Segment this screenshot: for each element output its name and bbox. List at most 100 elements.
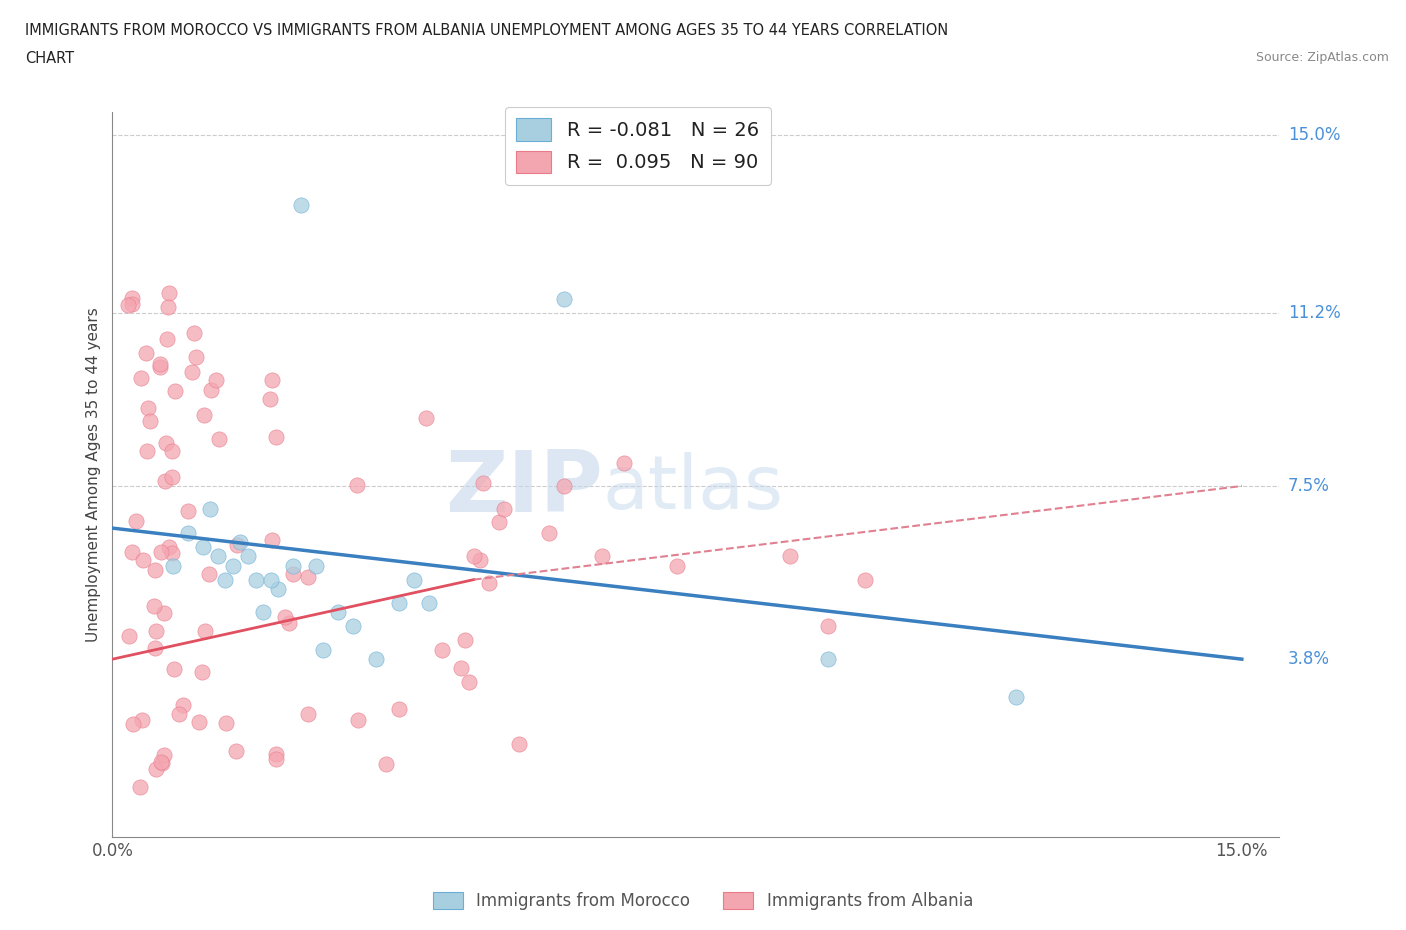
Text: atlas: atlas [603, 452, 783, 525]
Point [160, 546, 183, 561]
Point [508, 737, 530, 752]
Point [364, 652, 387, 667]
Point [194, 624, 217, 639]
Point [160, 470, 183, 485]
Text: 11.2%: 11.2% [1288, 304, 1340, 322]
Point [274, 609, 297, 624]
Point [374, 756, 396, 771]
Point [214, 572, 236, 587]
Point [145, 563, 167, 578]
Point [121, 291, 143, 306]
Point [229, 535, 252, 550]
Point [312, 643, 335, 658]
Point [145, 624, 167, 639]
Point [418, 595, 440, 610]
Legend: Immigrants from Morocco, Immigrants from Albania: Immigrants from Morocco, Immigrants from… [426, 885, 980, 917]
Point [125, 514, 148, 529]
Point [281, 566, 304, 581]
Point [226, 538, 249, 552]
Point [191, 539, 214, 554]
Point [165, 384, 187, 399]
Point [342, 619, 364, 634]
Point [136, 444, 159, 458]
Text: 7.5%: 7.5% [1288, 477, 1330, 495]
Legend: R = -0.081   N = 26, R =  0.095   N = 90: R = -0.081 N = 26, R = 0.095 N = 90 [505, 107, 770, 185]
Point [177, 504, 200, 519]
Point [260, 373, 283, 388]
Point [155, 435, 177, 450]
Point [162, 558, 184, 573]
Point [591, 549, 613, 564]
Point [163, 662, 186, 677]
Text: ZIP: ZIP [444, 447, 603, 530]
Point [193, 408, 215, 423]
Text: Source: ZipAtlas.com: Source: ZipAtlas.com [1256, 51, 1389, 64]
Point [131, 371, 153, 386]
Point [305, 558, 328, 573]
Point [132, 552, 155, 567]
Point [430, 643, 453, 658]
Point [779, 549, 801, 564]
Point [264, 429, 287, 444]
Point [817, 619, 839, 634]
Point [266, 751, 288, 766]
Point [162, 444, 184, 458]
Point [208, 432, 231, 446]
Point [245, 572, 267, 587]
Point [139, 414, 162, 429]
Point [225, 744, 247, 759]
Point [122, 717, 145, 732]
Point [207, 549, 229, 564]
Text: 15.0%: 15.0% [1288, 126, 1340, 144]
Text: IMMIGRANTS FROM MOROCCO VS IMMIGRANTS FROM ALBANIA UNEMPLOYMENT AMONG AGES 35 TO: IMMIGRANTS FROM MOROCCO VS IMMIGRANTS FR… [25, 23, 949, 38]
Point [252, 604, 274, 619]
Point [472, 476, 495, 491]
Point [283, 558, 305, 573]
Point [853, 572, 876, 587]
Point [167, 707, 190, 722]
Point [156, 332, 179, 347]
Point [150, 755, 173, 770]
Point [346, 478, 368, 493]
Point [553, 479, 575, 494]
Point [145, 762, 167, 777]
Point [149, 356, 172, 371]
Point [488, 515, 510, 530]
Point [450, 660, 472, 675]
Point [188, 714, 211, 729]
Point [142, 599, 165, 614]
Point [149, 544, 172, 559]
Point [415, 411, 437, 426]
Point [259, 392, 281, 406]
Point [457, 674, 479, 689]
Point [277, 616, 299, 631]
Point [157, 286, 180, 301]
Point [153, 747, 176, 762]
Text: CHART: CHART [25, 51, 75, 66]
Point [553, 291, 575, 306]
Point [153, 474, 176, 489]
Text: 3.8%: 3.8% [1288, 650, 1330, 668]
Point [1005, 689, 1028, 704]
Point [266, 747, 288, 762]
Point [128, 779, 150, 794]
Point [214, 715, 236, 730]
Point [152, 606, 174, 621]
Point [121, 297, 143, 312]
Point [262, 533, 284, 548]
Point [149, 360, 172, 375]
Point [191, 664, 214, 679]
Point [387, 701, 409, 716]
Point [200, 382, 222, 397]
Point [121, 544, 143, 559]
Point [200, 502, 222, 517]
Point [297, 707, 319, 722]
Point [290, 198, 312, 213]
Point [478, 575, 501, 590]
Point [538, 525, 561, 540]
Point [347, 712, 370, 727]
Point [328, 604, 350, 619]
Point [172, 698, 194, 712]
Point [131, 712, 153, 727]
Point [817, 652, 839, 667]
